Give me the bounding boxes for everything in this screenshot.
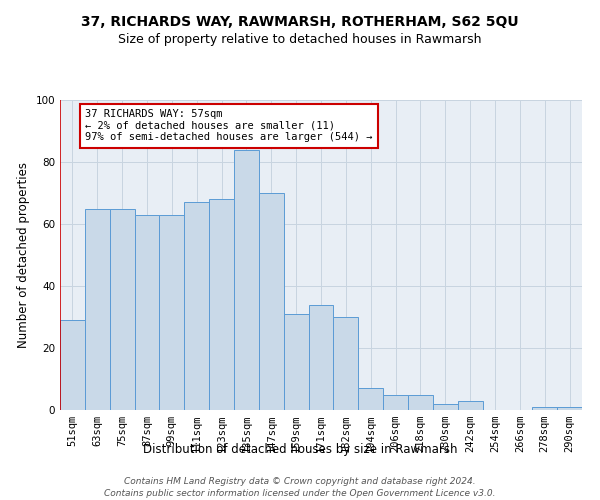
- Bar: [134, 214, 160, 410]
- Bar: [557, 407, 582, 410]
- Bar: [408, 394, 433, 410]
- Bar: [458, 400, 482, 410]
- Bar: [433, 404, 458, 410]
- Bar: [284, 314, 308, 410]
- Bar: [160, 214, 184, 410]
- Text: 37 RICHARDS WAY: 57sqm
← 2% of detached houses are smaller (11)
97% of semi-deta: 37 RICHARDS WAY: 57sqm ← 2% of detached …: [85, 110, 373, 142]
- Y-axis label: Number of detached properties: Number of detached properties: [17, 162, 30, 348]
- Text: 37, RICHARDS WAY, RAWMARSH, ROTHERHAM, S62 5QU: 37, RICHARDS WAY, RAWMARSH, ROTHERHAM, S…: [81, 15, 519, 29]
- Text: Size of property relative to detached houses in Rawmarsh: Size of property relative to detached ho…: [118, 32, 482, 46]
- Bar: [184, 202, 209, 410]
- Bar: [234, 150, 259, 410]
- Bar: [110, 208, 134, 410]
- Text: Contains public sector information licensed under the Open Government Licence v3: Contains public sector information licen…: [104, 489, 496, 498]
- Text: Contains HM Land Registry data © Crown copyright and database right 2024.: Contains HM Land Registry data © Crown c…: [124, 478, 476, 486]
- Bar: [308, 304, 334, 410]
- Bar: [85, 208, 110, 410]
- Bar: [259, 193, 284, 410]
- Bar: [60, 320, 85, 410]
- Text: Distribution of detached houses by size in Rawmarsh: Distribution of detached houses by size …: [143, 442, 457, 456]
- Bar: [532, 407, 557, 410]
- Bar: [209, 199, 234, 410]
- Bar: [383, 394, 408, 410]
- Bar: [358, 388, 383, 410]
- Bar: [334, 317, 358, 410]
